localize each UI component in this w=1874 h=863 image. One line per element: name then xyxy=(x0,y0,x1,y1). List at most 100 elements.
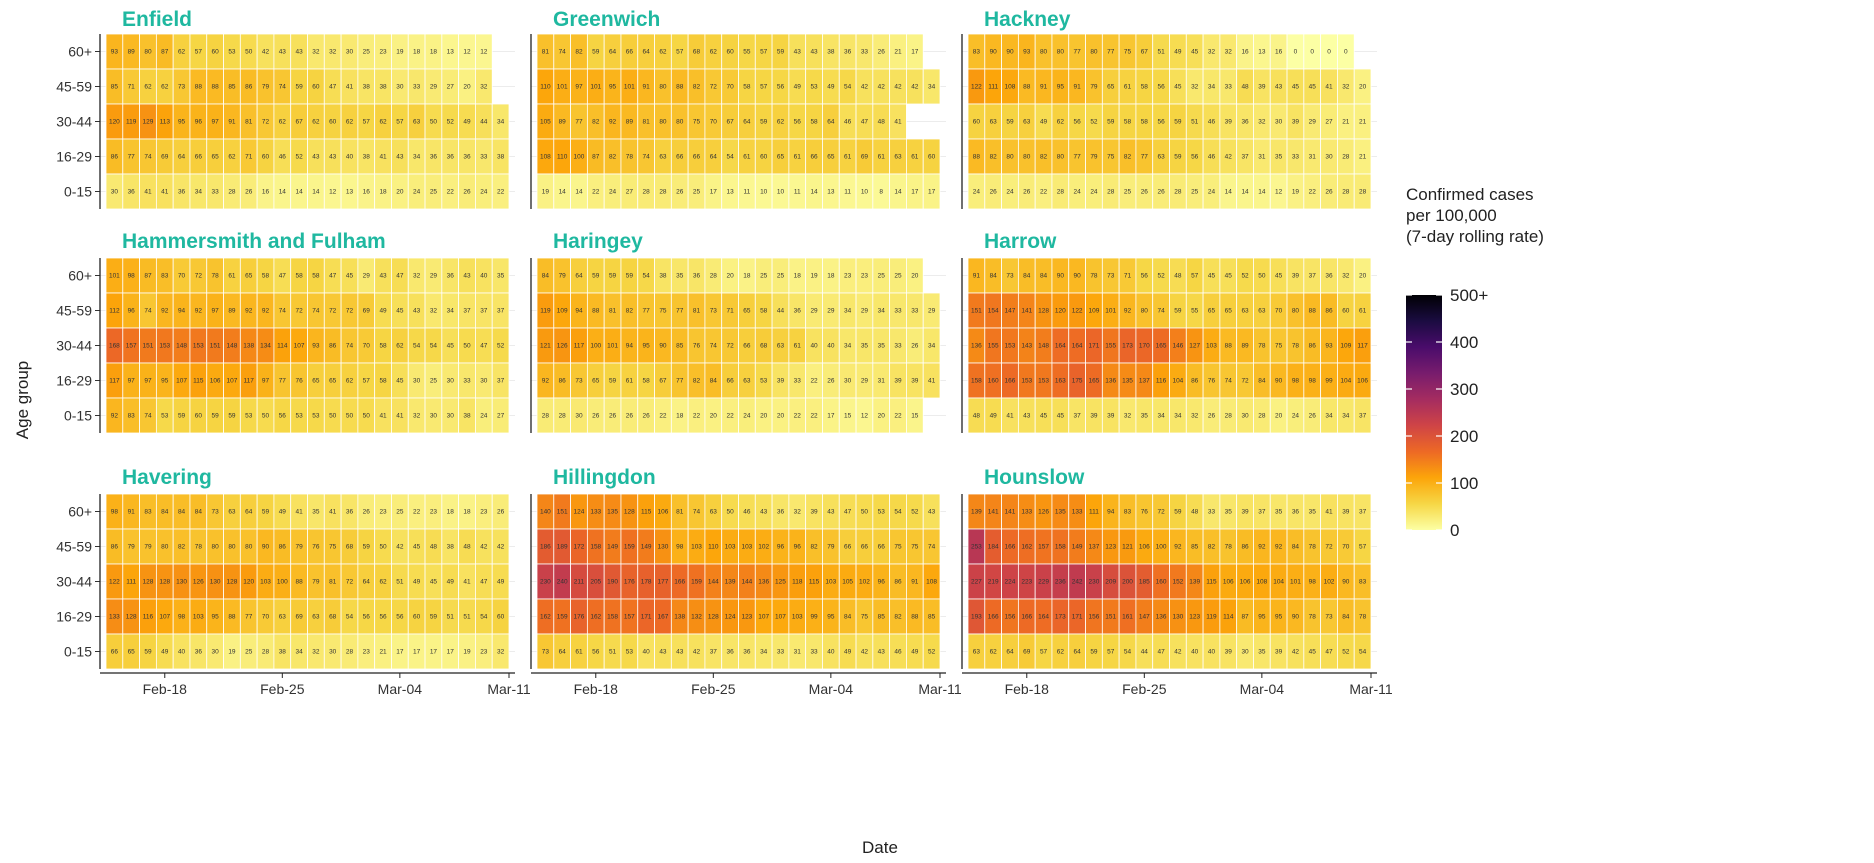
cell-value-label: 52 xyxy=(1090,119,1098,126)
heatmap-cell xyxy=(906,397,924,434)
cell-value-label: 30 xyxy=(447,378,455,385)
cell-value-label: 85 xyxy=(111,84,119,91)
cell-value-label: 81 xyxy=(643,119,651,126)
cell-value-label: 32 xyxy=(312,49,320,56)
cell-value-label: 14 xyxy=(575,189,583,196)
cell-value-label: 103 xyxy=(691,544,702,551)
cell-value-label: 85 xyxy=(676,343,684,350)
panel-hillingdon: Hillingdon 140 151 124 133 135 128 115 106 81 74 63… xyxy=(530,466,962,697)
cell-value-label: 41 xyxy=(894,119,902,126)
cell-value-label: 21 xyxy=(1359,154,1367,161)
cell-value-label: 94 xyxy=(178,308,186,315)
cell-value-label: 81 xyxy=(245,119,253,126)
cell-value-label: 25 xyxy=(1191,189,1199,196)
cell-value-label: 20 xyxy=(463,84,471,91)
cell-value-label: 158 xyxy=(971,378,982,385)
cell-value-label: 80 xyxy=(212,544,220,551)
cell-value-label: 38 xyxy=(363,84,371,91)
cell-value-label: 70 xyxy=(363,343,371,350)
cell-value-label: 63 xyxy=(743,378,751,385)
cell-value-label: 45 xyxy=(346,273,354,280)
cell-value-label: 81 xyxy=(693,308,701,315)
cell-value-label: 70 xyxy=(710,119,718,126)
cell-value-label: 60 xyxy=(212,49,220,56)
cell-value-label: 23 xyxy=(363,649,371,656)
cell-value-label: 22 xyxy=(592,189,600,196)
cell-value-label: 72 xyxy=(262,119,270,126)
cell-value-label: 57 xyxy=(760,49,768,56)
cell-value-label: 64 xyxy=(559,649,567,656)
cell-value-label: 90 xyxy=(1275,378,1283,385)
cell-value-label: 58 xyxy=(810,119,818,126)
cell-value-label: 48 xyxy=(1174,273,1182,280)
cell-value-label: 153 xyxy=(1038,378,1049,385)
cell-value-label: 60 xyxy=(726,49,734,56)
cell-value-label: 44 xyxy=(1141,649,1149,656)
cell-value-label: 29 xyxy=(430,273,438,280)
cell-value-label: 52 xyxy=(1342,649,1350,656)
cell-value-label: 151 xyxy=(143,343,154,350)
cell-value-label: 54 xyxy=(346,614,354,621)
cell-value-label: 76 xyxy=(295,378,303,385)
cell-value-label: 85 xyxy=(878,614,886,621)
cell-value-label: 114 xyxy=(1223,614,1234,621)
age-group-label: 45-59 xyxy=(56,303,92,319)
x-tick-label: Mar-04 xyxy=(1240,681,1285,697)
cell-value-label: 76 xyxy=(1141,509,1149,516)
cell-value-label: 42 xyxy=(693,649,701,656)
cell-value-label: 20 xyxy=(777,413,785,420)
cell-value-label: 45 xyxy=(396,378,404,385)
cell-value-label: 45 xyxy=(1057,413,1065,420)
cell-value-label: 43 xyxy=(279,49,287,56)
cell-value-label: 79 xyxy=(128,544,136,551)
cell-value-label: 63 xyxy=(894,154,902,161)
cell-value-label: 64 xyxy=(1074,649,1082,656)
cell-value-label: 41 xyxy=(161,189,169,196)
cell-value-label: 47 xyxy=(861,119,869,126)
cell-value-label: 159 xyxy=(691,579,702,586)
cell-value-label: 107 xyxy=(159,614,170,621)
cell-value-label: 65 xyxy=(1208,308,1216,315)
cell-value-label: 18 xyxy=(413,49,421,56)
cell-value-label: 136 xyxy=(1156,614,1167,621)
cell-value-label: 29 xyxy=(827,308,835,315)
cell-value-label: 61 xyxy=(743,154,751,161)
cell-value-label: 66 xyxy=(810,154,818,161)
cell-value-label: 33 xyxy=(794,378,802,385)
cell-value-label: 75 xyxy=(911,544,919,551)
cell-value-label: 129 xyxy=(143,119,154,126)
cell-value-label: 133 xyxy=(1072,509,1083,516)
cell-value-label: 84 xyxy=(844,614,852,621)
cell-value-label: 62 xyxy=(1057,119,1065,126)
cell-value-label: 57 xyxy=(1191,273,1199,280)
cell-value-label: 60 xyxy=(760,154,768,161)
cell-value-label: 24 xyxy=(1090,189,1098,196)
cell-value-label: 33 xyxy=(212,189,220,196)
cell-value-label: 40 xyxy=(643,649,651,656)
cell-value-label: 49 xyxy=(990,413,998,420)
cell-value-label: 41 xyxy=(463,579,471,586)
cell-value-label: 43 xyxy=(379,273,387,280)
cell-value-label: 24 xyxy=(1292,413,1300,420)
cell-value-label: 52 xyxy=(295,154,303,161)
cell-value-label: 88 xyxy=(973,154,981,161)
cell-value-label: 87 xyxy=(161,49,169,56)
cell-value-label: 98 xyxy=(178,614,186,621)
cell-value-label: 32 xyxy=(480,84,488,91)
cell-value-label: 71 xyxy=(1124,273,1132,280)
cell-value-label: 26 xyxy=(1208,413,1216,420)
age-group-label: 45-59 xyxy=(56,539,92,555)
cell-value-label: 14 xyxy=(312,189,320,196)
cell-value-label: 17 xyxy=(911,189,919,196)
cell-value-label: 45 xyxy=(1040,413,1048,420)
cell-value-label: 128 xyxy=(708,614,719,621)
cell-value-label: 128 xyxy=(624,509,635,516)
cell-value-label: 45 xyxy=(1309,649,1317,656)
cell-value-label: 60 xyxy=(973,119,981,126)
cell-value-label: 26 xyxy=(1325,189,1333,196)
cell-value-label: 65 xyxy=(212,154,220,161)
cell-value-label: 13 xyxy=(346,189,354,196)
cell-value-label: 82 xyxy=(1208,544,1216,551)
cell-value-label: 14 xyxy=(1258,189,1266,196)
cell-value-label: 36 xyxy=(430,154,438,161)
